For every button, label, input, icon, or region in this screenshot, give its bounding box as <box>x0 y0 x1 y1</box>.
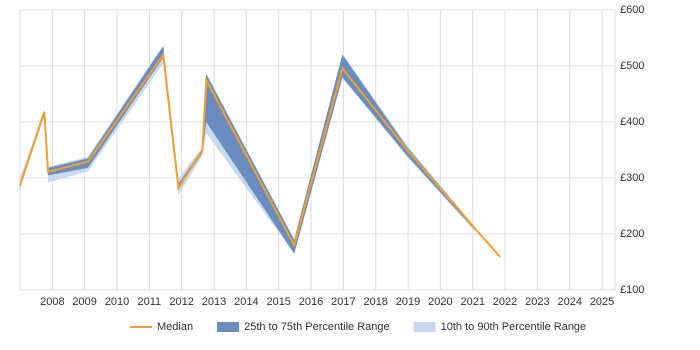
legend-label: 25th to 75th Percentile Range <box>244 321 390 333</box>
x-tick-label: 2024 <box>557 296 581 308</box>
x-tick-label: 2020 <box>428 296 452 308</box>
y-tick-label: £200 <box>620 228 644 240</box>
legend-label: Median <box>157 321 193 333</box>
x-tick-label: 2016 <box>299 296 323 308</box>
y-tick-label: £300 <box>620 172 644 184</box>
x-tick-label: 2021 <box>460 296 484 308</box>
legend-label: 10th to 90th Percentile Range <box>441 321 587 333</box>
y-tick-label: £600 <box>620 4 644 16</box>
x-tick-label: 2010 <box>105 296 129 308</box>
x-tick-label: 2014 <box>234 296 258 308</box>
x-tick-label: 2018 <box>363 296 387 308</box>
median-line <box>19 52 501 258</box>
x-tick-label: 2015 <box>266 296 290 308</box>
y-tick-label: £100 <box>620 284 644 296</box>
legend-swatch <box>413 322 436 332</box>
x-tick-label: 2019 <box>396 296 420 308</box>
x-tick-label: 2023 <box>525 296 549 308</box>
x-tick-label: 2011 <box>138 296 162 308</box>
legend-swatch <box>217 322 240 332</box>
x-tick-label: 2025 <box>590 296 614 308</box>
x-tick-label: 2008 <box>40 296 64 308</box>
y-tick-label: £500 <box>620 60 644 72</box>
x-tick-label: 2009 <box>72 296 96 308</box>
x-tick-label: 2013 <box>202 296 226 308</box>
x-tick-label: 2022 <box>493 296 517 308</box>
y-tick-label: £400 <box>620 116 644 128</box>
x-tick-label: 2012 <box>169 296 193 308</box>
x-tick-label: 2017 <box>331 296 355 308</box>
